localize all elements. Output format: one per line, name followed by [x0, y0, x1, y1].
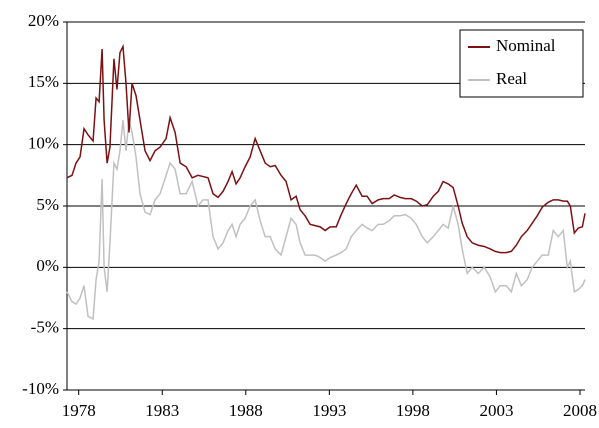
- y-tick-label: 20%: [28, 11, 59, 30]
- legend-label: Nominal: [496, 36, 556, 55]
- x-tick-label: 1983: [145, 401, 179, 420]
- x-tick-label: 1988: [229, 401, 263, 420]
- y-tick-label: -5%: [31, 318, 59, 337]
- y-tick-label: 10%: [28, 134, 59, 153]
- x-tick-label: 2003: [479, 401, 513, 420]
- y-tick-label: 5%: [36, 195, 59, 214]
- y-tick-label: 15%: [28, 72, 59, 91]
- x-tick-label: 1993: [312, 401, 346, 420]
- y-tick-label: -10%: [22, 379, 59, 398]
- y-tick-label: 0%: [36, 256, 59, 275]
- x-tick-label: 1998: [396, 401, 430, 420]
- x-tick-label: 1978: [62, 401, 96, 420]
- x-tick-label: 2008: [563, 401, 597, 420]
- legend-box: [459, 29, 584, 98]
- series-line: [66, 43, 586, 254]
- legend-label: Real: [496, 69, 527, 88]
